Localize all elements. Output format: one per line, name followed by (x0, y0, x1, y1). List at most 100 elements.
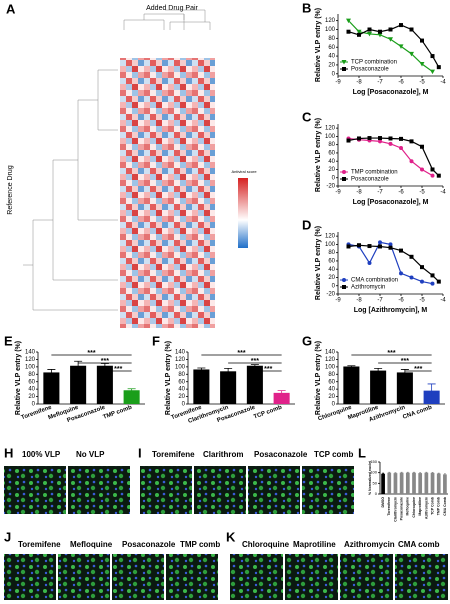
error-bar (374, 367, 383, 373)
bar (193, 369, 210, 404)
point (346, 138, 351, 143)
point (420, 279, 424, 284)
x-tick-label: CMA Comb (443, 497, 447, 516)
y-tick-label: 40 (178, 387, 185, 393)
y-tick-label: 60 (28, 379, 35, 385)
bar (418, 473, 423, 494)
micrograph (340, 554, 393, 600)
micrograph (166, 554, 218, 600)
image-caption: Toremifene (152, 450, 195, 459)
y-axis-label: Relative VLP entry (%) (315, 8, 322, 82)
y-tick-label: 60 (328, 151, 335, 157)
point (409, 254, 414, 259)
heatmap-title: Added Drug Pair (146, 5, 198, 12)
y-tick-label: 60 (328, 45, 335, 51)
y-tick-label: 80 (28, 372, 35, 378)
x-tick-label: -9 (335, 298, 341, 304)
point (367, 244, 372, 249)
y-tick-label: 100 (370, 470, 377, 475)
y-tick-label: 40 (328, 267, 335, 273)
y-tick-label: 40 (328, 54, 335, 60)
bar (424, 472, 429, 494)
error-bar (382, 472, 385, 475)
micrograph (230, 554, 283, 600)
legend-label: Posaconazole (351, 67, 389, 73)
x-tick-label: -8 (356, 80, 362, 86)
panel-letter: C (302, 109, 312, 124)
significance-label: *** (414, 366, 422, 373)
bar (436, 473, 441, 494)
point (357, 136, 361, 141)
image-caption: Posaconazole (254, 450, 308, 459)
bar (96, 365, 113, 404)
y-tick-label: 40 (328, 159, 335, 165)
x-axis-label: Log [Azithromycin], M (354, 307, 428, 314)
y-tick-label: 20 (328, 167, 335, 173)
point (430, 273, 435, 278)
panel-letter: A (6, 1, 16, 16)
x-tick-label: Toremifene (387, 497, 391, 516)
point (346, 244, 351, 249)
point (420, 265, 424, 270)
point (399, 145, 403, 150)
image-caption: CMA comb (398, 540, 440, 549)
y-tick-label: 120 (25, 357, 36, 363)
y-tick-label: 40 (28, 387, 35, 393)
bar (399, 472, 404, 494)
point (388, 27, 393, 32)
y-tick-label: 80 (328, 250, 335, 256)
point (399, 136, 403, 141)
point (436, 65, 441, 70)
y-tick-label: 0 (332, 402, 336, 408)
x-tick-label: -4 (440, 190, 446, 196)
y-tick-label: 60 (328, 259, 335, 265)
panel-letter: G (302, 333, 312, 348)
bar (443, 474, 447, 494)
x-tick-label: TMP Comb (437, 497, 441, 515)
point (398, 44, 404, 49)
legend-label: Posaconazole (351, 177, 389, 183)
y-tick-label: 80 (328, 372, 335, 378)
y-axis-label: Relative VLP entry (%) (315, 341, 322, 415)
panel-letter: E (4, 333, 13, 348)
y-tick-label: 40 (328, 387, 335, 393)
micrograph (194, 466, 246, 514)
point (388, 37, 393, 42)
bar (123, 390, 140, 404)
error-bar (443, 473, 446, 476)
x-tick-label: DMSO (381, 497, 385, 508)
y-tick-label: 60 (328, 379, 335, 385)
panel-letter: I (138, 445, 142, 460)
micrograph (395, 554, 448, 600)
error-bar (406, 471, 409, 474)
x-axis-label: Log [Posaconazole], M (353, 199, 429, 206)
y-tick-label: 0 (332, 71, 336, 77)
error-bar (400, 471, 403, 474)
y-tick-label: 50 (373, 480, 378, 485)
significance-label: *** (401, 358, 409, 365)
micrograph (4, 466, 66, 514)
bar (412, 472, 416, 494)
y-tick-label: 100 (325, 27, 336, 33)
point (346, 29, 351, 34)
point (388, 242, 393, 247)
image-caption: Clarithrom (203, 450, 243, 459)
y-axis-label: Relative VLP entry (%) (315, 226, 322, 300)
y-axis-label: Relative VLP entry (%) (165, 341, 172, 415)
legend-label: TCP combination (351, 60, 397, 66)
point (378, 240, 382, 245)
x-tick-label: -7 (377, 190, 383, 196)
point (356, 29, 362, 35)
series-line (348, 137, 440, 177)
y-tick-label: 120 (175, 357, 186, 363)
panel-letter: B (302, 0, 311, 15)
x-tick-label: Azithromycin (424, 497, 428, 519)
point (420, 144, 424, 149)
x-tick-label: Chloroquine (412, 497, 416, 518)
colorbar-title: Antiviral score (231, 169, 257, 174)
image-caption: Maprotiline (293, 540, 336, 549)
y-tick-label: 140 (25, 350, 36, 356)
y-axis-label: Relative VLP entry (%) (15, 341, 22, 415)
y-tick-label: 100 (325, 242, 336, 248)
